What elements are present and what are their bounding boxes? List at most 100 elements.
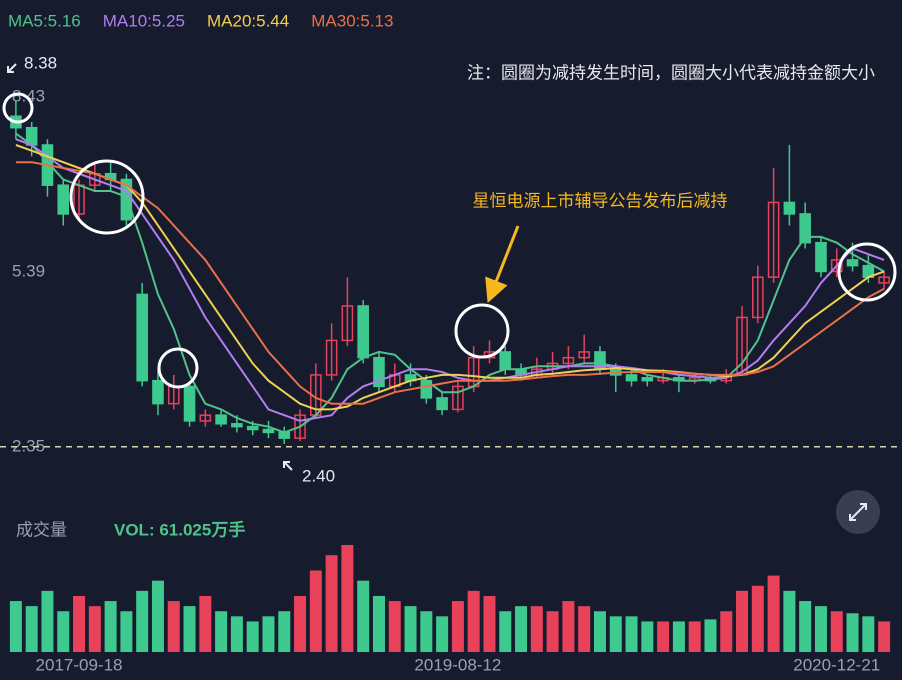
volume-bar bbox=[104, 601, 117, 652]
high-label: 8.38 bbox=[24, 53, 57, 72]
volume-bar bbox=[467, 590, 480, 652]
volume-bar bbox=[562, 601, 575, 652]
volume-bar bbox=[593, 611, 606, 652]
volume-bar bbox=[751, 585, 764, 652]
volume-bar bbox=[88, 606, 101, 652]
volume-bar bbox=[325, 555, 338, 652]
candle-body bbox=[373, 356, 385, 388]
candle-body bbox=[846, 259, 859, 267]
candle-body bbox=[436, 397, 448, 411]
ma-legend: MA5:5.16 MA10:5.25 MA20:5.44 MA30:5.13 bbox=[8, 11, 393, 30]
candle-body bbox=[752, 276, 764, 319]
volume-bar bbox=[120, 611, 133, 652]
candle-body bbox=[562, 356, 575, 365]
callout-arrow bbox=[485, 225, 520, 304]
candle-body bbox=[136, 293, 148, 382]
volume-bar bbox=[420, 611, 433, 652]
candle-body bbox=[578, 351, 590, 359]
volume-bar bbox=[720, 611, 733, 652]
candle-body bbox=[246, 425, 259, 431]
volume-bar bbox=[294, 595, 307, 652]
legend-entry: MA10:5.25 bbox=[103, 11, 185, 30]
volume-bar bbox=[25, 606, 38, 652]
candle-body bbox=[815, 241, 827, 273]
volume-bar bbox=[830, 611, 843, 652]
y-tick-label: 2.35 bbox=[12, 436, 45, 455]
x-tick-label: 2017-09-18 bbox=[36, 655, 123, 674]
expand-button[interactable] bbox=[836, 490, 880, 534]
sell-circle bbox=[2, 92, 34, 124]
candle-body bbox=[499, 351, 512, 370]
high-arrow bbox=[7, 63, 17, 73]
volume-bar bbox=[546, 611, 559, 652]
volume-bar bbox=[136, 590, 149, 652]
plot: 2.35 5.39 8.43 2017-09-18 2019-08-12 2020-12-… bbox=[0, 87, 902, 674]
volume-bar bbox=[814, 606, 827, 652]
sell-circle bbox=[69, 159, 145, 235]
candle-body bbox=[783, 201, 796, 215]
volume-bar bbox=[215, 611, 228, 652]
candle-body bbox=[641, 377, 654, 382]
volume-bar bbox=[862, 616, 875, 652]
volume-bar bbox=[704, 619, 717, 652]
volume-bar bbox=[9, 601, 22, 652]
candle-body bbox=[183, 385, 196, 422]
volume-bar bbox=[483, 595, 496, 652]
volume-bar bbox=[183, 606, 196, 652]
y-tick-label: 5.39 bbox=[12, 261, 45, 280]
low-label: 2.40 bbox=[302, 466, 335, 485]
volume-bar bbox=[341, 545, 354, 652]
volume-bar bbox=[688, 621, 701, 652]
y-tick-label: 8.43 bbox=[12, 87, 45, 106]
volume-title: 成交量 bbox=[16, 520, 67, 539]
sell-circles bbox=[2, 92, 897, 389]
sell-circle bbox=[837, 242, 897, 302]
ma-line bbox=[15, 132, 885, 434]
volume-bar bbox=[151, 580, 164, 652]
volume-bar bbox=[783, 590, 796, 652]
volume-bar bbox=[57, 611, 70, 652]
volume-bar bbox=[641, 621, 654, 652]
volume-bar bbox=[372, 595, 385, 652]
volume-label: VOL: 61.025万手 bbox=[114, 519, 245, 539]
volume-bar bbox=[388, 601, 401, 652]
candle-body bbox=[152, 379, 164, 405]
volume-bar bbox=[672, 621, 685, 652]
volume-bar bbox=[230, 616, 243, 652]
volume-bar bbox=[309, 570, 322, 652]
volume-bar bbox=[846, 613, 859, 652]
volume-bar bbox=[262, 616, 275, 652]
volume-bar bbox=[167, 601, 180, 652]
volume-bar bbox=[404, 606, 417, 652]
volume-bar bbox=[41, 590, 54, 652]
legend-entry: MA20:5.44 bbox=[207, 11, 289, 30]
volume-bar bbox=[530, 606, 543, 652]
candle-body bbox=[294, 414, 306, 439]
low-arrow bbox=[283, 461, 293, 471]
volume-bar bbox=[436, 616, 449, 652]
ma-line bbox=[15, 161, 885, 405]
candle-body bbox=[325, 339, 338, 376]
volume-bar bbox=[799, 601, 812, 652]
sell-circle bbox=[157, 347, 199, 389]
volume-bar bbox=[736, 590, 749, 652]
volume-bar bbox=[657, 621, 670, 652]
candle-body bbox=[341, 305, 354, 342]
candle-body bbox=[878, 276, 890, 284]
candle-body bbox=[799, 213, 811, 244]
legend-entry: MA30:5.13 bbox=[311, 11, 393, 30]
candle-body bbox=[452, 385, 464, 411]
volume-bar bbox=[499, 611, 512, 652]
candle-body bbox=[767, 201, 780, 278]
volume-bar bbox=[625, 616, 638, 652]
candle-body bbox=[231, 423, 243, 428]
candle-body bbox=[625, 374, 638, 382]
volume-bar bbox=[578, 606, 591, 652]
volume-bar bbox=[199, 595, 212, 652]
expand-icon[interactable] bbox=[849, 503, 867, 521]
candle-body bbox=[199, 414, 212, 422]
note: 注：圆圈为减持发生时间，圆圈大小代表减持金额大小 bbox=[467, 63, 875, 82]
